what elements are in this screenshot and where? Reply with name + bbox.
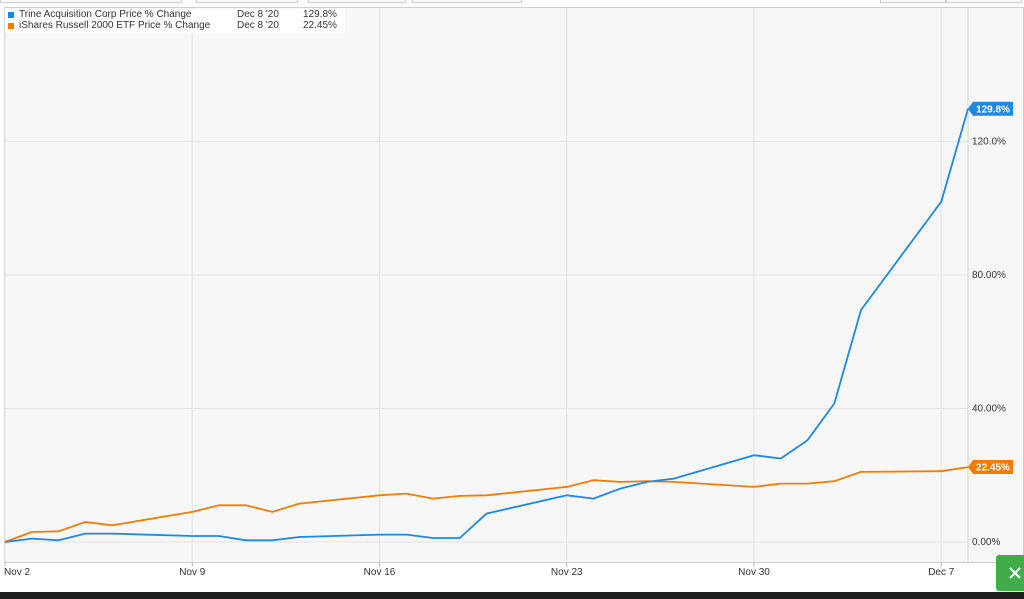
toolbar-control[interactable] xyxy=(412,0,522,3)
x-tick-label: Nov 30 xyxy=(738,567,770,578)
toolbar-control[interactable] xyxy=(946,0,1022,3)
x-tick-label: Nov 2 xyxy=(4,567,31,578)
y-tick-label: 120.0% xyxy=(972,136,1006,147)
end-value-flag-russell: 22.45% xyxy=(968,460,1013,475)
legend-swatch-trine xyxy=(8,12,14,18)
legend-series-name: Trine Acquisition Corp Price % Change xyxy=(19,9,192,20)
bottom-strip xyxy=(0,592,1024,599)
end-value-flag-bg xyxy=(968,101,1013,116)
x-tick-label: Nov 16 xyxy=(364,567,396,578)
legend-date: Dec 8 '20 xyxy=(237,20,279,31)
end-value-flag-trine: 129.8% xyxy=(968,101,1013,116)
toolbar-control[interactable] xyxy=(880,0,946,3)
toolbar-control[interactable] xyxy=(196,0,298,3)
end-value-flag-bg xyxy=(968,460,1013,475)
toolbar-control[interactable] xyxy=(308,0,406,3)
legend-date: Dec 8 '20 xyxy=(237,9,279,20)
series-line-russell[interactable] xyxy=(4,466,969,543)
y-tick-label: 0.00% xyxy=(972,537,1000,548)
end-value-label: 22.45% xyxy=(976,463,1010,474)
x-tick-label: Nov 9 xyxy=(179,567,206,578)
close-icon xyxy=(1009,567,1021,579)
chart-legend: Trine Acquisition Corp Price % Change De… xyxy=(5,9,345,33)
expand-button[interactable] xyxy=(996,555,1024,591)
legend-swatch-russell xyxy=(8,23,14,29)
series-line-trine[interactable] xyxy=(4,108,969,543)
x-tick-label: Nov 23 xyxy=(551,567,583,578)
end-value-label: 129.8% xyxy=(976,104,1010,115)
y-tick-label: 80.00% xyxy=(972,270,1006,281)
top-toolbar xyxy=(0,0,1024,7)
legend-value: 129.8% xyxy=(303,9,337,20)
x-tick-label: Dec 7 xyxy=(928,567,955,578)
y-tick-label: 40.00% xyxy=(972,403,1006,414)
legend-value: 22.45% xyxy=(303,20,337,31)
legend-series-name: iShares Russell 2000 ETF Price % Change xyxy=(19,20,211,31)
toolbar-control[interactable] xyxy=(0,0,182,3)
